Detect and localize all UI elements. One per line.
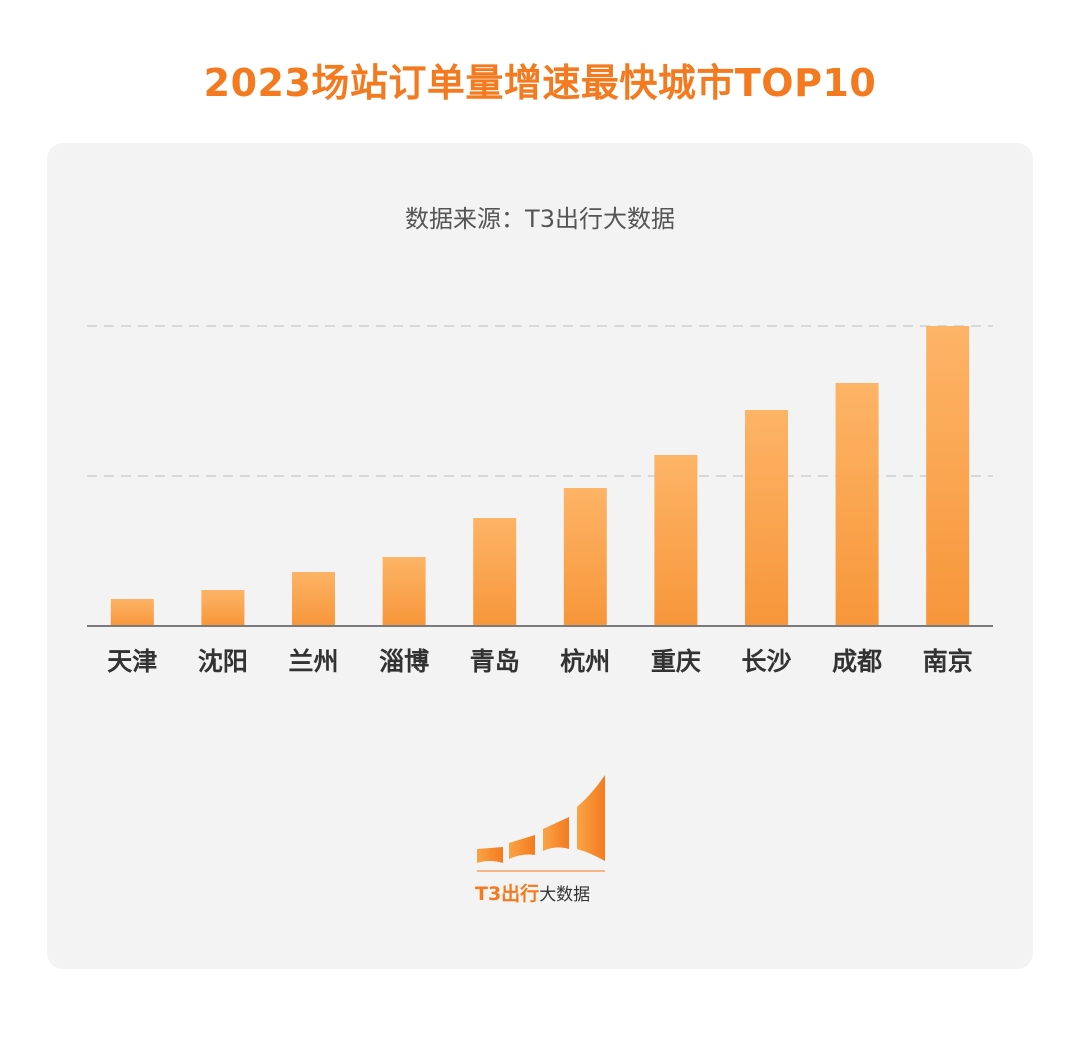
category-label: 长沙 (741, 647, 791, 676)
bar-0 (110, 599, 154, 626)
logo-brand: T3出行 (475, 883, 540, 905)
category-label: 成都 (832, 647, 882, 676)
logo-suffix: 大数据 (539, 885, 591, 905)
t3-logo: T3出行大数据 (475, 773, 607, 913)
bar-9 (926, 326, 970, 626)
category-label: 兰州 (288, 647, 338, 676)
category-label: 淄博 (379, 647, 429, 676)
bar-2 (292, 572, 335, 626)
logo-bars-icon (477, 775, 605, 872)
chart-panel: 数据来源：T3出行大数据 天津 沈阳 兰州 淄博 青岛 杭州 重庆 长沙 成都 南京 (47, 143, 1033, 969)
bar-6 (654, 455, 698, 626)
bar-5 (563, 488, 607, 626)
chart-title: 2023场站订单量增速最快城市TOP10 (203, 61, 877, 105)
category-label: 沈阳 (198, 647, 248, 676)
bar-8 (835, 383, 879, 626)
bar-4 (473, 518, 517, 626)
category-label: 青岛 (470, 647, 520, 676)
data-source-note: 数据来源：T3出行大数据 (405, 205, 675, 233)
logo-wordmark: T3出行大数据 (475, 879, 607, 906)
category-label: 南京 (923, 647, 973, 676)
category-label: 杭州 (560, 647, 610, 676)
bar-chart: 天津 沈阳 兰州 淄博 青岛 杭州 重庆 长沙 成都 南京 (87, 325, 993, 676)
category-label: 重庆 (651, 647, 701, 676)
bar-7 (745, 410, 788, 626)
category-label: 天津 (107, 647, 157, 676)
bar-1 (201, 590, 245, 626)
bar-3 (382, 557, 426, 626)
